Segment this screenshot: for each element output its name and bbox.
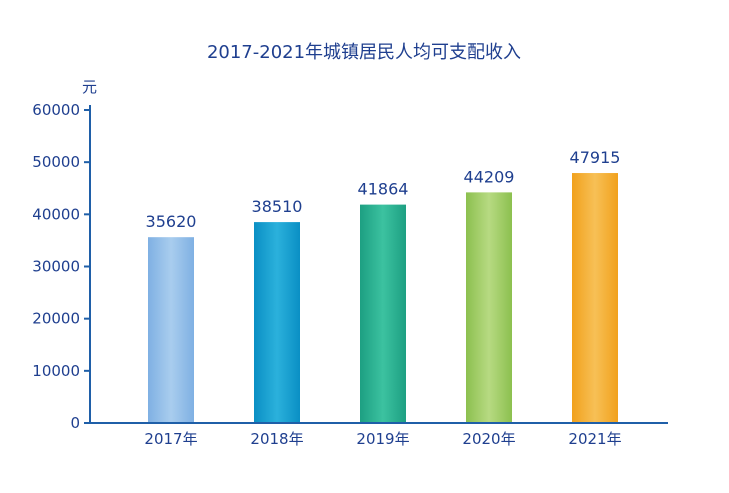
data-labels: 35620 38510 41864 44209 47915 [146, 148, 621, 231]
data-label: 35620 [146, 212, 197, 231]
bar [360, 204, 406, 423]
x-tick-label: 2017年 [144, 430, 197, 448]
data-label: 44209 [464, 167, 515, 186]
y-tick-label: 30000 [32, 258, 80, 276]
bars [148, 173, 618, 423]
x-axis: 2017年 2018年 2019年 2020年 2021年 [144, 430, 621, 448]
y-tick-label: 50000 [32, 153, 80, 171]
chart-title: 2017-2021年城镇居民人均可支配收入 [207, 42, 521, 63]
bar [572, 173, 618, 423]
data-label: 38510 [252, 197, 303, 216]
x-tick-label: 2018年 [250, 430, 303, 448]
bar [466, 192, 512, 423]
bar [148, 237, 194, 423]
y-tick-label: 40000 [32, 205, 80, 223]
x-tick-label: 2019年 [356, 430, 409, 448]
y-axis-unit: 元 [82, 78, 97, 96]
data-label: 41864 [358, 180, 409, 199]
y-tick-label: 0 [70, 414, 80, 432]
x-tick-label: 2021年 [568, 430, 621, 448]
y-tick-label: 20000 [32, 310, 80, 328]
bar [254, 222, 300, 423]
x-tick-label: 2020年 [462, 430, 515, 448]
data-label: 47915 [570, 148, 621, 167]
y-tick-label: 10000 [32, 362, 80, 380]
y-tick-label: 60000 [32, 101, 80, 119]
y-axis: 0 10000 20000 30000 40000 50000 60000 [32, 101, 90, 432]
